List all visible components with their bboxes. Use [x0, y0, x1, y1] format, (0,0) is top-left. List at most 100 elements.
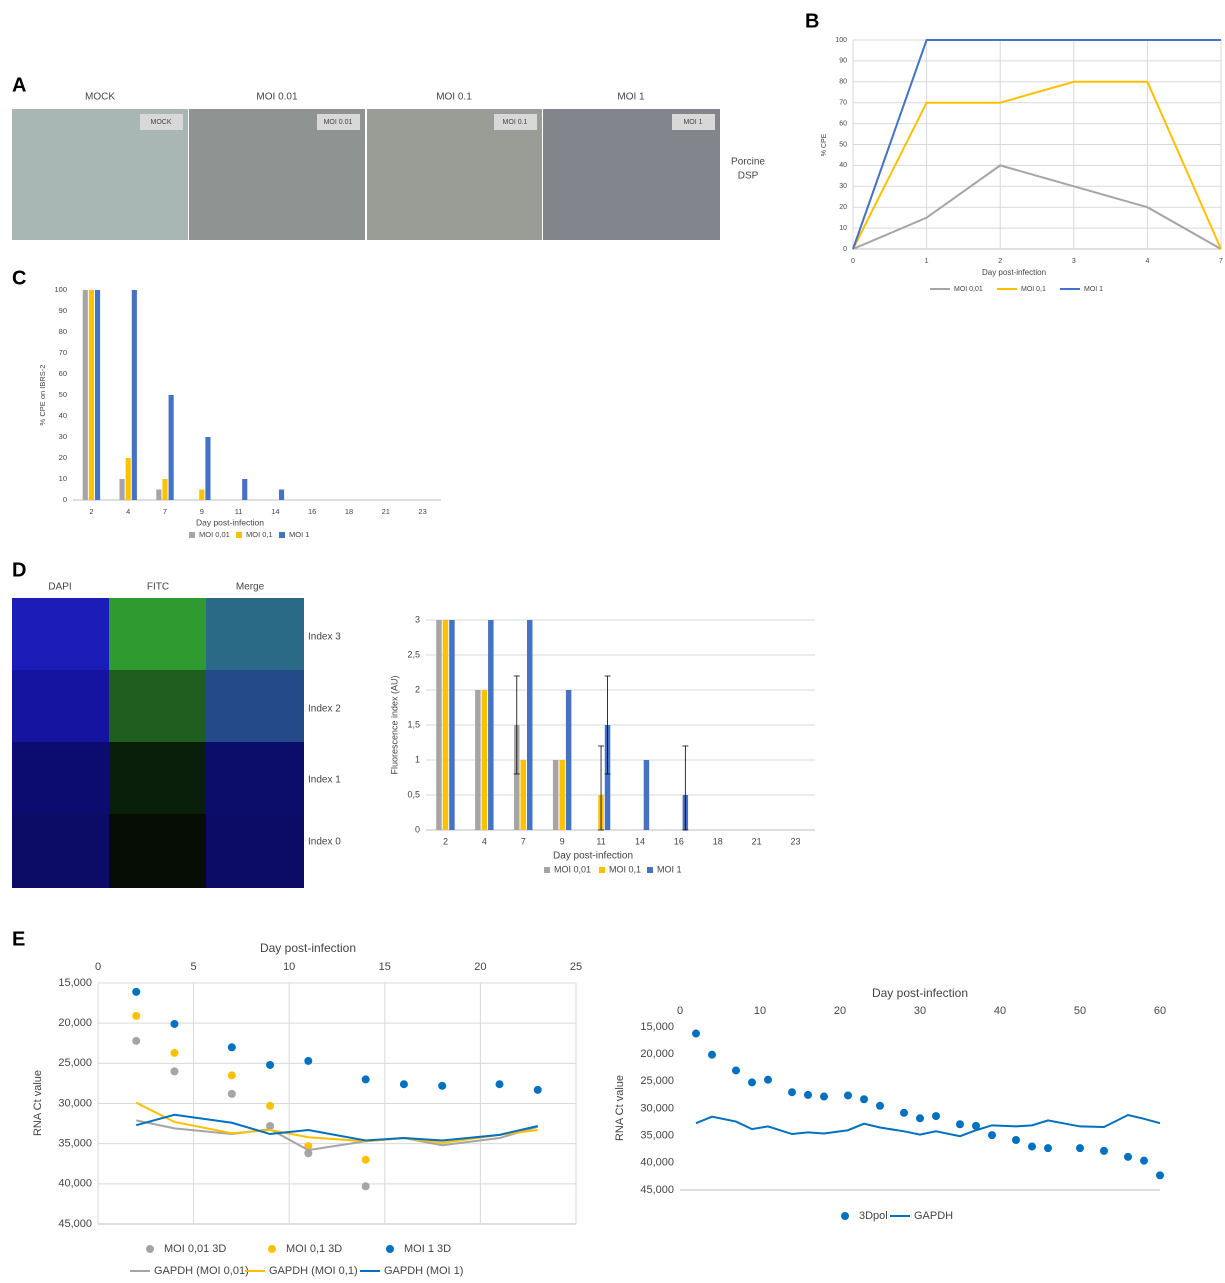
x-tick-label: 2 — [89, 507, 93, 516]
panel-letter: B — [805, 10, 819, 32]
bar — [643, 760, 650, 830]
bar — [88, 290, 94, 500]
point — [1100, 1146, 1108, 1155]
y-tick-label: 10 — [59, 474, 67, 483]
y-tick-label: 20,000 — [640, 1048, 674, 1060]
point — [748, 1078, 756, 1087]
point — [732, 1066, 740, 1075]
legend-swatch — [189, 532, 195, 538]
y-tick-label: 70 — [59, 348, 67, 357]
bar — [168, 395, 174, 500]
y-tick-label: 80 — [59, 327, 67, 336]
line — [135, 1113, 538, 1142]
legend-swatch — [146, 1245, 154, 1253]
bar — [604, 725, 611, 830]
row-label: Index 1 — [308, 775, 341, 786]
y-axis-label: RNA Ct value — [32, 1070, 44, 1136]
legend-swatch — [236, 532, 242, 538]
x-tick-label: 11 — [235, 507, 243, 516]
legend-label: MOI 1 3D — [404, 1243, 451, 1255]
x-axis-label: Day post-infection — [982, 268, 1046, 277]
inset-label: MOI 1 — [683, 119, 702, 126]
point — [876, 1101, 884, 1110]
line — [135, 1101, 538, 1144]
bar — [125, 458, 131, 500]
bar — [436, 620, 442, 830]
x-tick-label: 23 — [418, 507, 426, 516]
x-tick-label: 30 — [914, 1005, 926, 1017]
legend-label: MOI 0,1 — [1021, 286, 1046, 293]
micrograph — [109, 598, 206, 670]
inset-label: MOI 0.01 — [324, 119, 353, 126]
y-tick-label: 30 — [59, 432, 67, 441]
y-tick-label: 10 — [839, 225, 847, 232]
x-tick-label: 9 — [200, 507, 204, 516]
x-tick-label: 18 — [345, 507, 353, 516]
row-label: Index 3 — [308, 632, 341, 643]
x-tick-label: 16 — [308, 507, 316, 516]
bar — [526, 620, 533, 830]
y-tick-label: 45,000 — [58, 1218, 92, 1230]
legend-label: GAPDH (MOI 0,1) — [269, 1265, 358, 1277]
point — [1076, 1144, 1084, 1153]
point — [916, 1114, 924, 1123]
point — [1044, 1144, 1052, 1153]
micrograph — [206, 742, 304, 814]
point — [1124, 1152, 1132, 1161]
x-tick-label: 10 — [283, 961, 295, 973]
y-tick-label: 100 — [835, 37, 847, 44]
micrograph — [109, 814, 206, 888]
x-tick-label: 25 — [570, 961, 582, 973]
point — [788, 1088, 796, 1097]
y-tick-label: 60 — [839, 120, 847, 127]
legend-swatch — [544, 867, 550, 873]
point — [227, 1071, 236, 1080]
x-tick-label: 15 — [379, 961, 391, 973]
point — [804, 1090, 812, 1099]
bar — [481, 690, 488, 830]
point — [227, 1043, 236, 1052]
x-tick-label: 21 — [752, 836, 762, 846]
point — [1028, 1142, 1036, 1151]
y-tick-label: 3 — [415, 614, 420, 624]
bar — [131, 290, 137, 500]
bar — [119, 479, 125, 500]
point — [304, 1056, 313, 1065]
image-label: MOI 0.01 — [256, 92, 298, 103]
legend-label: GAPDH — [914, 1210, 953, 1222]
x-tick-label: 60 — [1154, 1005, 1166, 1017]
legend-label: MOI 0,01 — [199, 530, 230, 539]
inset-box — [672, 114, 715, 130]
y-tick-label: 30 — [839, 183, 847, 190]
legend-swatch — [599, 867, 605, 873]
x-tick-label: 14 — [635, 836, 645, 846]
y-tick-label: 40,000 — [58, 1178, 92, 1190]
y-tick-label: 35,000 — [58, 1138, 92, 1150]
x-tick-label: 20 — [834, 1005, 846, 1017]
x-tick-label: 4 — [482, 836, 487, 846]
micrograph — [206, 814, 304, 888]
y-tick-label: 30,000 — [58, 1097, 92, 1109]
bar — [278, 489, 285, 500]
x-axis-label: Day post-infection — [260, 941, 356, 955]
y-axis-label: % CPE on IBRS-2 — [38, 365, 47, 426]
bar — [162, 479, 168, 500]
legend-swatch — [279, 532, 285, 538]
point — [361, 1075, 370, 1084]
y-axis-label: % CPE — [821, 133, 828, 156]
point — [764, 1075, 772, 1084]
point — [1156, 1171, 1164, 1180]
bar — [442, 620, 449, 830]
bar — [565, 690, 572, 830]
point — [860, 1095, 868, 1104]
legend-label: GAPDH (MOI 0,01) — [154, 1265, 249, 1277]
micrograph — [12, 742, 109, 814]
point — [820, 1092, 828, 1101]
y-tick-label: 20 — [839, 204, 847, 211]
y-tick-label: 0 — [843, 246, 847, 253]
inset-box — [494, 114, 537, 130]
point — [708, 1050, 716, 1059]
line — [852, 80, 1222, 250]
x-tick-label: 0 — [851, 258, 855, 265]
